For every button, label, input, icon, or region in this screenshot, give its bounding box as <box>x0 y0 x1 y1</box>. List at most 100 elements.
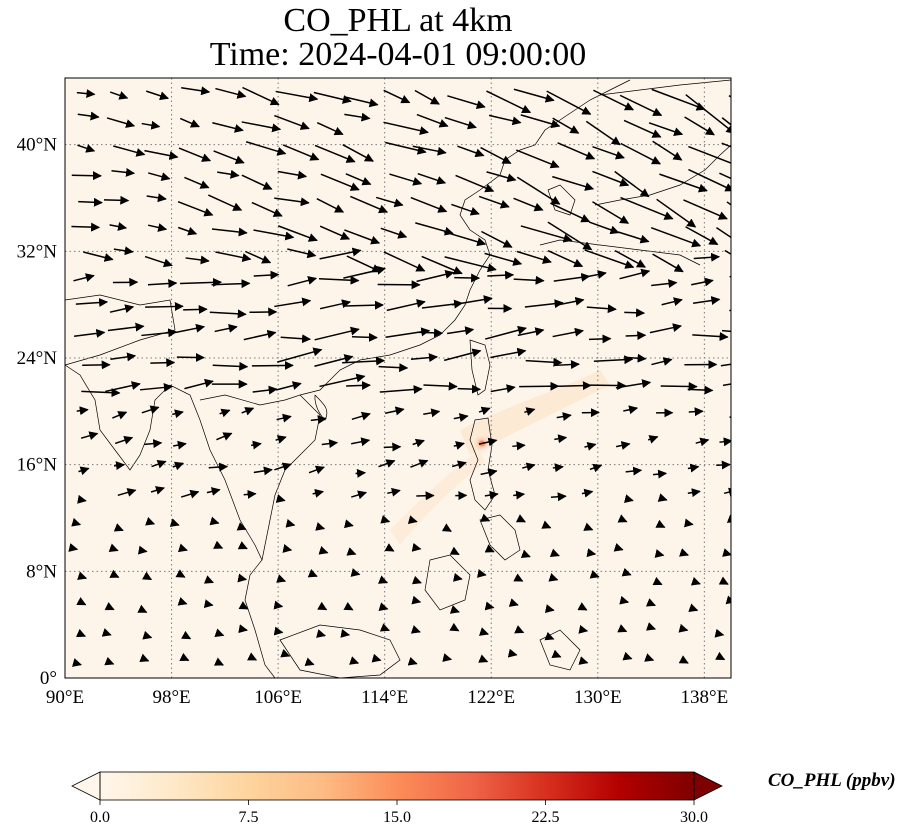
wind-arrow <box>623 405 639 415</box>
wind-arrow <box>113 145 146 157</box>
wind-arrow <box>384 543 395 552</box>
wind-arrow <box>316 629 326 638</box>
wind-arrow <box>451 460 467 470</box>
wind-arrow <box>552 175 595 191</box>
wind-arrow <box>213 540 224 549</box>
colorbar-tick-label: 15.0 <box>383 809 411 826</box>
wind-arrow <box>180 277 223 287</box>
wind-arrow <box>484 601 495 611</box>
wind-arrow <box>410 625 421 634</box>
wind-arrow <box>351 332 378 342</box>
wind-arrow <box>277 225 318 242</box>
wind-arrow <box>109 91 129 100</box>
lat-tick-label: 8°N <box>26 561 57 582</box>
lon-tick-label: 90°E <box>46 687 84 708</box>
wind-arrow <box>620 196 674 220</box>
wind-arrow <box>180 489 200 499</box>
wind-arrow <box>378 602 389 611</box>
wind-arrow <box>516 176 561 205</box>
wind-arrow <box>109 222 128 231</box>
wind-arrow <box>442 653 453 662</box>
wind-arrow <box>315 522 326 531</box>
wind-arrow <box>693 252 721 262</box>
wind-arrow <box>417 328 444 338</box>
wind-arrow <box>81 388 121 398</box>
wind-arrow <box>688 168 731 192</box>
wind-arrow <box>144 439 163 449</box>
coastline-segment <box>279 624 401 678</box>
wind-arrow <box>729 416 731 418</box>
wind-arrow <box>307 569 318 578</box>
wind-arrow <box>486 171 517 183</box>
wind-arrow <box>614 170 650 198</box>
wind-arrow <box>695 437 710 447</box>
wind-arrow <box>512 441 526 451</box>
wind-arrow <box>71 222 101 232</box>
wind-arrow <box>416 113 449 128</box>
wind-arrow <box>651 279 678 289</box>
wind-arrow <box>383 121 429 136</box>
wind-arrow <box>410 353 438 363</box>
wind-arrow <box>147 223 168 232</box>
title-line-variable: CO_PHL at 4km <box>283 2 513 39</box>
wind-arrow <box>212 361 249 371</box>
wind-arrow <box>453 413 469 422</box>
wind-arrow <box>484 544 495 553</box>
wind-arrow <box>177 226 198 236</box>
lat-tick-label: 24°N <box>17 348 58 369</box>
wind-arrow <box>141 571 153 581</box>
wind-arrow <box>552 117 580 134</box>
wind-arrow <box>378 575 389 584</box>
wind-arrow <box>253 466 273 476</box>
wind-arrow <box>109 569 120 578</box>
wind-arrow <box>721 329 731 333</box>
wind-arrow <box>77 144 96 153</box>
wind-arrow <box>716 460 731 470</box>
lat-tick-label: 0° <box>40 668 57 689</box>
wind-arrow <box>549 548 560 558</box>
wind-arrow <box>103 195 130 205</box>
wind-arrow <box>304 657 315 666</box>
wind-arrow <box>414 89 440 105</box>
wind-arrow <box>177 201 214 217</box>
wind-arrow <box>101 628 112 637</box>
wind-arrow <box>554 434 568 444</box>
wind-arrow <box>480 513 491 522</box>
wind-arrow <box>410 196 448 213</box>
wind-arrow <box>316 122 344 136</box>
wind-arrow <box>688 603 699 612</box>
colorbar-tick-label: 30.0 <box>680 809 708 826</box>
wind-arrow <box>683 199 728 220</box>
colorbar-extend-min <box>71 771 101 801</box>
wind-arrow <box>237 541 248 550</box>
wind-arrow <box>287 276 318 287</box>
wind-arrow <box>313 91 352 104</box>
wind-arrow <box>137 545 148 555</box>
lon-tick-label: 122°E <box>467 687 515 708</box>
wind-arrow <box>387 487 401 497</box>
wind-arrow <box>449 622 460 632</box>
wind-arrow <box>273 600 284 610</box>
wind-arrow <box>547 249 584 268</box>
wind-arrow <box>525 357 563 367</box>
wind-arrow <box>236 522 247 531</box>
wind-arrow <box>343 519 354 529</box>
wind-arrow <box>729 309 731 312</box>
wind-arrow <box>449 605 460 614</box>
wind-arrow <box>242 86 280 106</box>
wind-arrow <box>213 150 245 164</box>
wind-arrow <box>423 381 458 391</box>
wind-arrow <box>319 373 366 388</box>
wind-arrow <box>145 301 184 311</box>
wind-arrow <box>280 648 291 658</box>
wind-arrow <box>684 116 715 136</box>
wind-arrow <box>75 298 109 308</box>
wind-arrow <box>277 347 323 363</box>
wind-arrow <box>619 268 651 280</box>
colorbar-label: CO_PHL (ppbv) <box>768 770 896 791</box>
wind-arrow <box>273 626 284 636</box>
wind-arrow <box>141 405 160 415</box>
wind-arrow <box>661 297 683 307</box>
wind-arrow <box>688 145 731 164</box>
wind-arrow <box>718 576 729 585</box>
